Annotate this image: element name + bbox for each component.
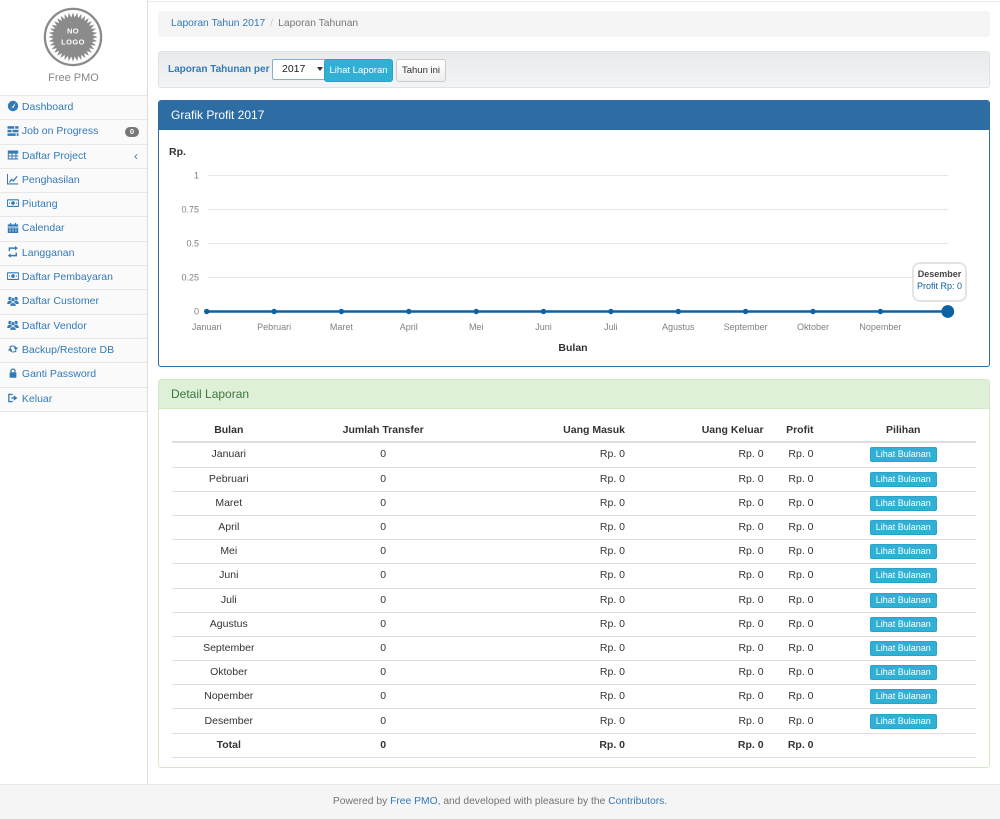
svg-text:Nopember: Nopember: [859, 322, 901, 332]
svg-text:Rp.: Rp.: [169, 146, 186, 158]
svg-text:Juni: Juni: [535, 322, 552, 332]
svg-text:LOGO: LOGO: [61, 38, 85, 47]
svg-text:Oktober: Oktober: [797, 322, 829, 332]
svg-text:Januari: Januari: [192, 322, 222, 332]
svg-text:Agustus: Agustus: [662, 322, 695, 332]
svg-text:1: 1: [194, 171, 199, 181]
svg-text:0.75: 0.75: [181, 205, 199, 215]
svg-text:0.25: 0.25: [181, 273, 199, 283]
svg-text:September: September: [724, 322, 768, 332]
svg-text:April: April: [400, 322, 418, 332]
svg-text:Juli: Juli: [604, 322, 618, 332]
svg-text:Maret: Maret: [330, 322, 354, 332]
svg-text:Mei: Mei: [469, 322, 484, 332]
svg-text:Pebruari: Pebruari: [257, 322, 291, 332]
svg-text:Bulan: Bulan: [558, 342, 587, 354]
svg-text:0: 0: [194, 307, 199, 317]
svg-text:NO: NO: [67, 27, 79, 36]
svg-text:0.5: 0.5: [186, 239, 199, 249]
